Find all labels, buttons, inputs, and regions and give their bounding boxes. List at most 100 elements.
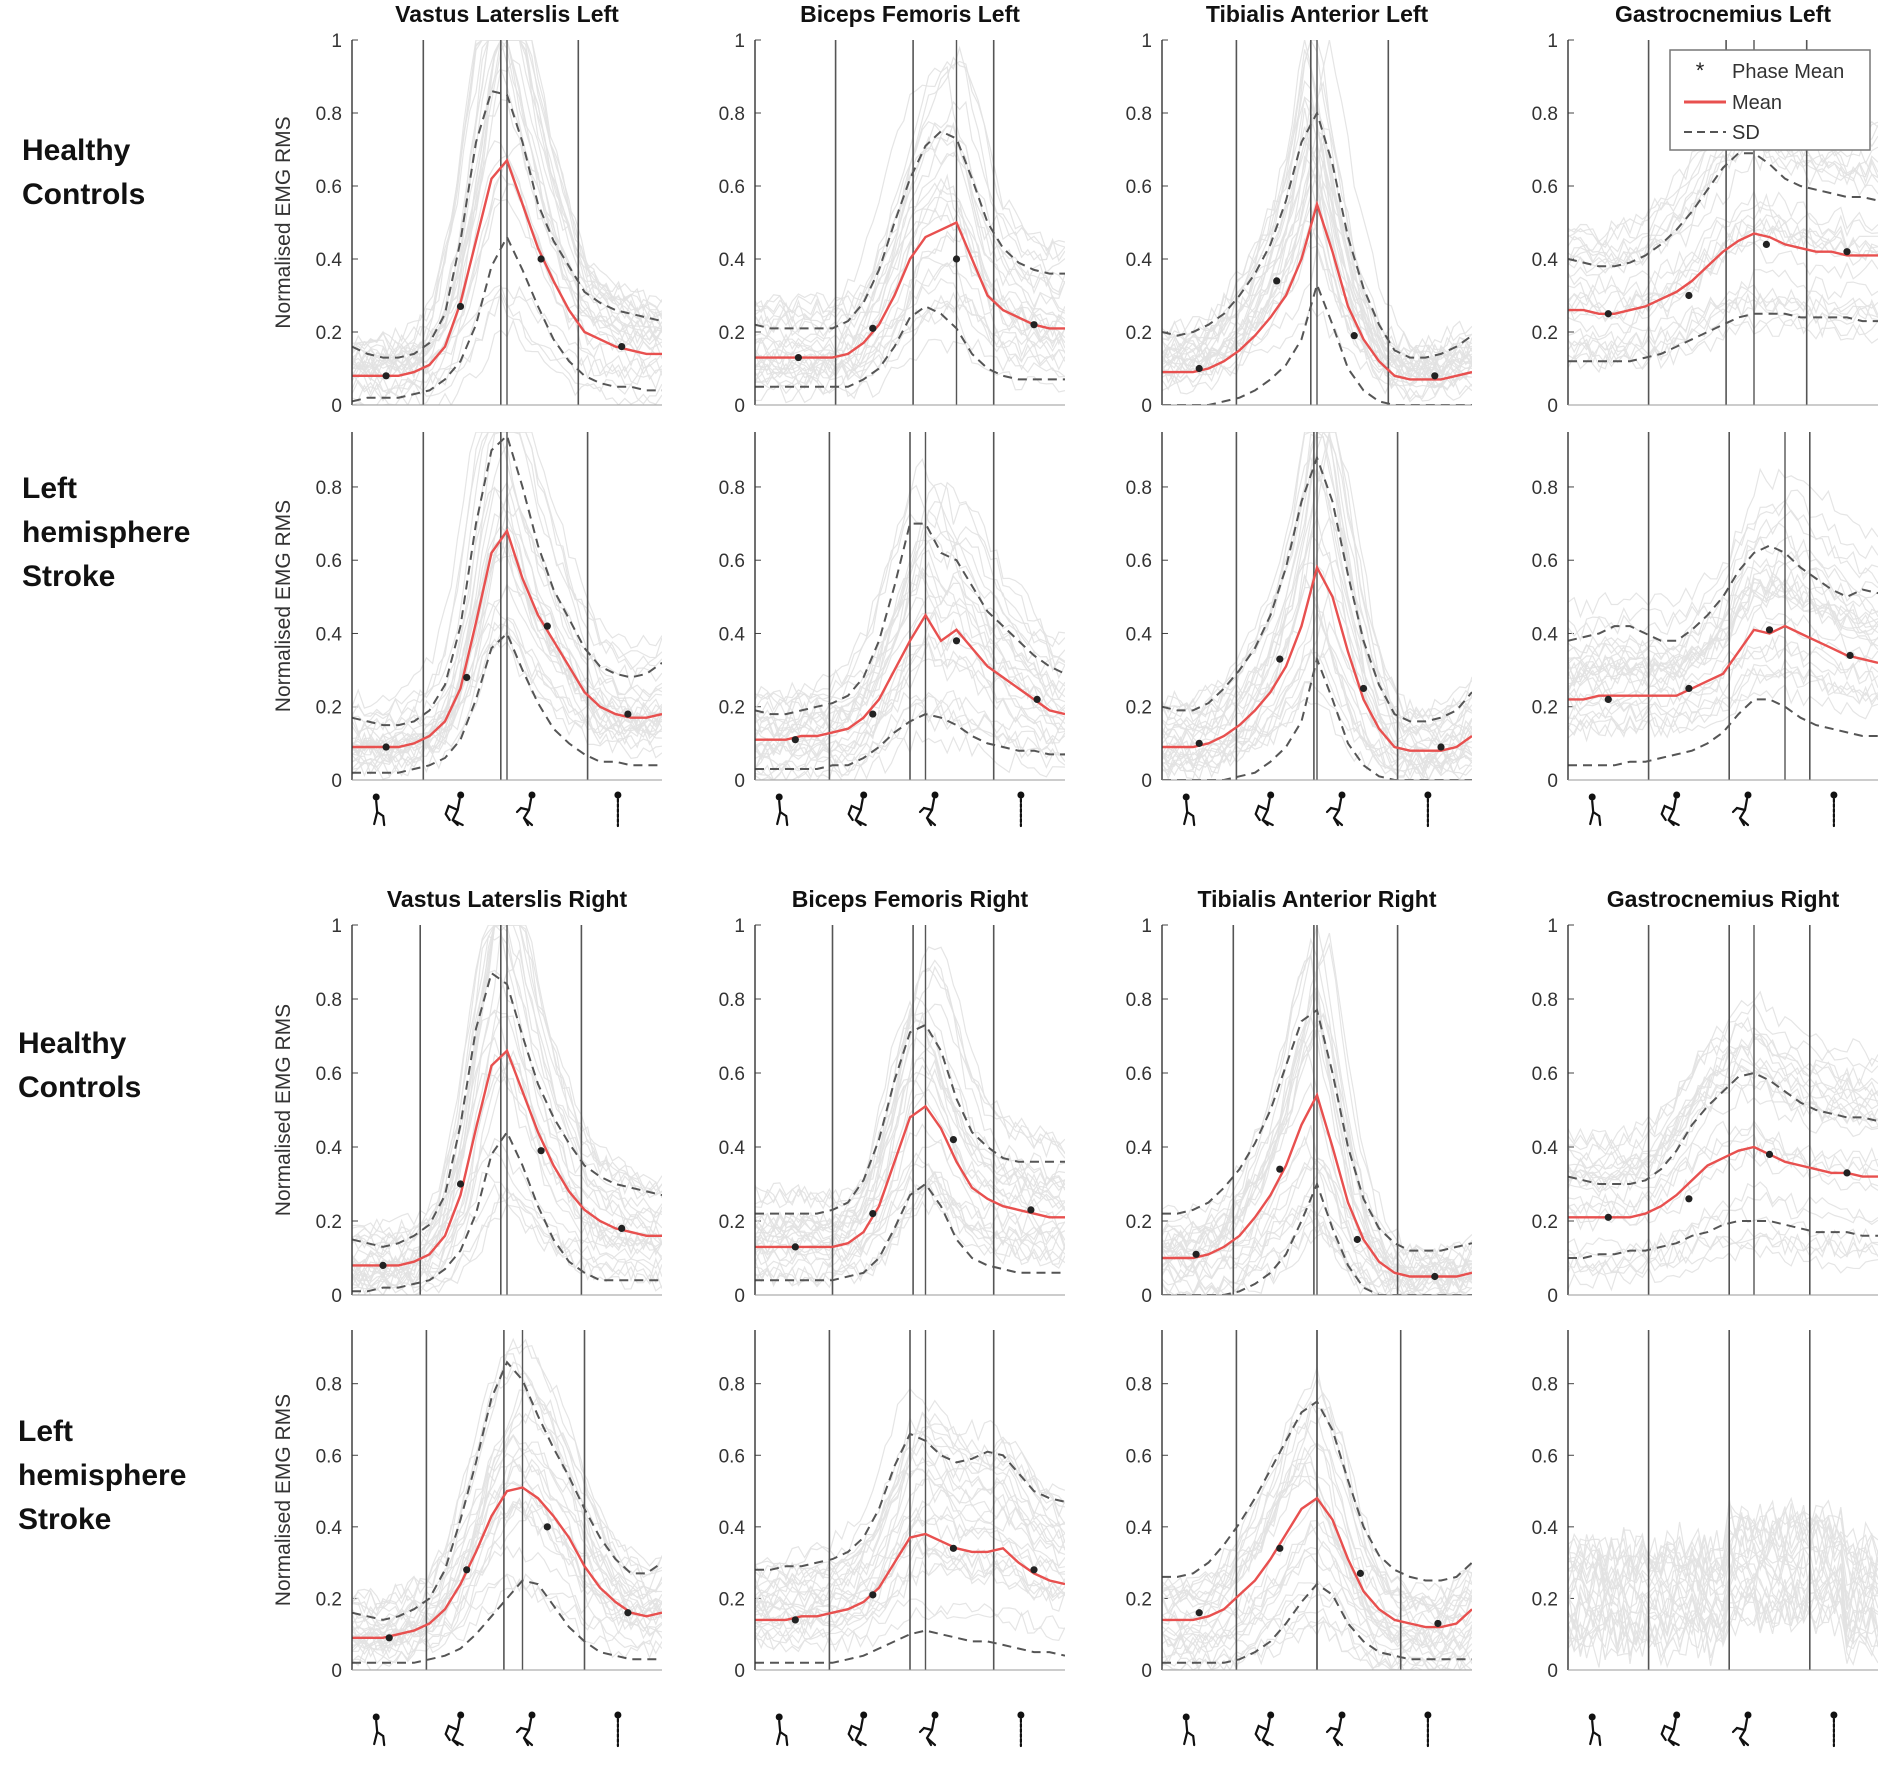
panel-title: Vastus Laterslis Right (387, 886, 628, 912)
row-label: hemisphere (18, 1459, 186, 1492)
phase-mean-marker (794, 353, 803, 362)
swing-icon (1424, 1711, 1432, 1748)
trial-trace (1568, 143, 1878, 274)
trial-trace (755, 1170, 1065, 1287)
trial-trace (1568, 1521, 1878, 1645)
sd-upper-line (1568, 544, 1878, 642)
chart-panel: Gastrocnemius Right 0 0.2 0.4 0.6 0.8 1 (1532, 886, 1878, 1307)
phase-mean-marker (1195, 364, 1203, 373)
trial-trace (1162, 432, 1472, 721)
phase-mean-marker (1027, 1206, 1035, 1214)
y-tick-label: 0 (331, 1661, 342, 1682)
loading-response-icon (1660, 791, 1681, 827)
mean-line (1162, 1496, 1472, 1629)
trial-trace (352, 1337, 662, 1616)
mean-line (1162, 1092, 1472, 1278)
trial-trace (755, 121, 1065, 360)
trial-trace (1162, 432, 1472, 719)
trial-trace (1568, 467, 1878, 619)
trial-trace (755, 1000, 1065, 1246)
trial-trace (755, 1088, 1065, 1247)
legend-box (1669, 49, 1871, 151)
mid-stance-icon (918, 1711, 939, 1747)
trial-trace (755, 946, 1065, 1210)
phase-mean-marker (463, 673, 471, 682)
chart-panel: 0 0.2 0.4 0.6 0.8 (1126, 432, 1472, 828)
trial-trace (1568, 1503, 1878, 1669)
trial-trace (755, 996, 1065, 1233)
phase-mean-marker (1765, 626, 1774, 634)
y-tick-label: 1 (1547, 916, 1558, 937)
trial-trace (1568, 1133, 1878, 1218)
y-tick-label: 0.8 (1532, 990, 1558, 1011)
plot-area (755, 40, 1065, 405)
trial-trace (755, 60, 1065, 313)
y-tick-label: 1 (331, 916, 342, 937)
trial-trace (1568, 1523, 1878, 1653)
trial-trace (755, 214, 1065, 357)
y-tick-label: 0.8 (316, 478, 342, 499)
plot-area (1568, 925, 1878, 1295)
sd-upper-line (352, 89, 662, 359)
mean-line (755, 1104, 1065, 1249)
trial-trace (1568, 1228, 1878, 1276)
trial-trace (1568, 667, 1878, 721)
y-tick-label: 0.6 (719, 177, 745, 198)
plot-area (352, 925, 662, 1295)
trial-trace (1568, 1244, 1878, 1292)
phase-mean-marker (1276, 1165, 1284, 1173)
y-tick-label: 0.6 (1126, 1064, 1152, 1085)
sd-lower-line (1162, 281, 1472, 405)
loading-response-icon (1660, 1711, 1681, 1747)
trial-trace (755, 65, 1065, 317)
y-tick-label: 0 (734, 1661, 745, 1682)
chart-panel: Vastus Laterslis Right Normalised EMG RMS… (272, 886, 662, 1307)
mean-line (1568, 1145, 1878, 1219)
y-tick-label: 0.2 (1126, 1589, 1152, 1610)
trial-trace (755, 304, 1065, 386)
y-tick-label: 0.6 (1532, 1064, 1558, 1085)
trial-trace (352, 40, 662, 370)
mean-line (755, 1532, 1065, 1622)
trial-trace (1568, 1534, 1878, 1643)
y-tick-label: 0.6 (1532, 177, 1558, 198)
y-tick-label: 0.2 (1126, 323, 1152, 344)
y-tick-label: 0.8 (1126, 104, 1152, 125)
phase-mean-marker (1273, 277, 1281, 285)
phase-mean-marker (1685, 291, 1693, 300)
y-tick-label: 0.6 (1532, 1446, 1558, 1467)
y-axis-label: Normalised EMG RMS (272, 1004, 295, 1216)
trial-trace (1568, 318, 1878, 371)
trial-trace (755, 1058, 1065, 1235)
phase-mean-marker (1356, 1569, 1364, 1577)
loading-response-icon (444, 791, 465, 827)
mid-stance-icon (1325, 1711, 1346, 1747)
phase-mean-marker (1195, 739, 1203, 747)
y-tick-label: 1 (734, 916, 745, 937)
trial-trace (352, 925, 662, 1239)
y-tick-label: 0.4 (719, 624, 746, 645)
y-tick-label: 0.4 (719, 1138, 746, 1159)
trial-trace (1568, 522, 1878, 654)
mean-line (1162, 200, 1472, 381)
phase-mean-marker (618, 343, 626, 351)
sd-lower-line (755, 1182, 1065, 1282)
trial-trace (352, 1434, 662, 1645)
mid-stance-icon (515, 1711, 536, 1747)
panel-title: Biceps Femoris Left (800, 1, 1020, 27)
sd-lower-line (1568, 312, 1878, 363)
mean-line (1162, 564, 1472, 752)
y-tick-label: 0.4 (1532, 250, 1559, 271)
trial-trace (755, 1171, 1065, 1266)
phase-mean-marker (952, 255, 961, 263)
sd-upper-line (755, 522, 1065, 716)
trial-trace (1568, 128, 1878, 261)
phase-mean-marker (1192, 1250, 1200, 1258)
phase-mean-marker (1431, 372, 1439, 380)
y-axis-label: Normalised EMG RMS (272, 500, 295, 712)
y-tick-label: 0.2 (719, 1589, 745, 1610)
phase-mean-marker (1431, 1272, 1439, 1281)
trial-trace (1568, 1523, 1878, 1664)
phase-mean-marker (1030, 321, 1038, 329)
trial-trace (755, 1071, 1065, 1247)
